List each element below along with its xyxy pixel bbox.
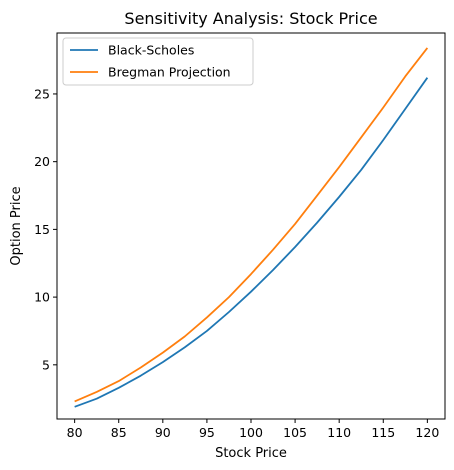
x-tick-label: 90 <box>155 425 171 440</box>
y-tick-label: 5 <box>42 357 50 372</box>
x-axis-label: Stock Price <box>215 446 287 461</box>
y-tick-label: 20 <box>34 154 50 169</box>
legend-label-black-scholes: Black-Scholes <box>108 43 194 58</box>
legend-box <box>62 37 254 86</box>
plot-area: 80 85 90 95 100 105 110 115 120 5 10 15 20 25 <box>34 32 446 440</box>
x-tick-label: 95 <box>199 425 215 440</box>
x-tick-label: 120 <box>415 425 439 440</box>
x-tick-label: 80 <box>67 425 83 440</box>
plot-frame <box>56 32 446 420</box>
x-axis-ticks: 80 85 90 95 100 105 110 115 120 <box>67 419 439 440</box>
y-tick-label: 10 <box>34 290 50 305</box>
x-tick-label: 100 <box>239 425 263 440</box>
x-tick-label: 85 <box>111 425 127 440</box>
legend-label-bregman-projection: Bregman Projection <box>108 65 231 80</box>
series-line-black-scholes <box>74 77 429 408</box>
legend: Black-Scholes Bregman Projection <box>62 37 254 86</box>
y-axis-ticks: 5 10 15 20 25 <box>34 86 57 372</box>
y-axis-label: Option Price <box>9 186 24 265</box>
series-lines <box>74 47 429 408</box>
x-tick-label: 105 <box>283 425 307 440</box>
x-tick-label: 110 <box>327 425 351 440</box>
chart-title: Sensitivity Analysis: Stock Price <box>124 9 377 28</box>
y-tick-label: 15 <box>34 222 50 237</box>
x-tick-label: 115 <box>371 425 395 440</box>
y-tick-label: 25 <box>34 86 50 101</box>
series-line-bregman-projection <box>74 47 429 403</box>
